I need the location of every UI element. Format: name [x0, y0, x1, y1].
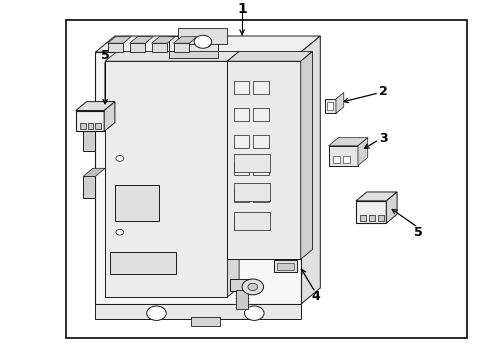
Polygon shape — [76, 102, 115, 111]
Polygon shape — [355, 192, 396, 201]
Bar — [377, 215, 383, 221]
Bar — [253, 189, 268, 202]
Circle shape — [116, 156, 123, 161]
Polygon shape — [83, 122, 105, 130]
Polygon shape — [300, 51, 312, 259]
Bar — [105, 61, 227, 297]
Bar — [233, 162, 249, 175]
Text: 5: 5 — [413, 226, 422, 239]
Polygon shape — [83, 176, 95, 198]
Bar — [253, 162, 268, 175]
Bar — [253, 108, 268, 121]
Bar — [325, 99, 335, 113]
Polygon shape — [335, 93, 343, 113]
Bar — [253, 81, 268, 94]
Bar — [368, 215, 374, 221]
Circle shape — [194, 35, 211, 48]
Polygon shape — [178, 28, 227, 44]
Bar — [190, 317, 220, 326]
Bar — [333, 156, 340, 163]
Polygon shape — [151, 37, 175, 43]
Bar — [233, 189, 249, 202]
Bar — [227, 61, 300, 259]
Bar — [273, 260, 297, 272]
Bar — [236, 290, 248, 309]
Circle shape — [242, 279, 263, 295]
Text: 4: 4 — [310, 291, 319, 303]
Bar — [110, 252, 176, 274]
Bar — [80, 123, 85, 129]
Polygon shape — [300, 36, 320, 304]
Polygon shape — [83, 130, 95, 151]
Polygon shape — [95, 304, 300, 319]
Bar — [253, 216, 268, 229]
Polygon shape — [95, 36, 320, 52]
Polygon shape — [357, 138, 367, 166]
Bar — [359, 215, 366, 221]
Bar — [233, 108, 249, 121]
Bar — [87, 123, 93, 129]
Circle shape — [244, 306, 264, 320]
Polygon shape — [386, 192, 396, 223]
Circle shape — [116, 229, 123, 235]
Bar — [276, 263, 293, 270]
Text: 1: 1 — [237, 2, 246, 16]
Bar — [115, 185, 159, 221]
Bar — [229, 279, 254, 291]
Bar — [233, 135, 249, 148]
Polygon shape — [173, 37, 197, 43]
Text: 2: 2 — [379, 85, 387, 98]
Circle shape — [146, 306, 166, 320]
Bar — [233, 183, 270, 201]
Polygon shape — [227, 51, 312, 61]
Bar — [151, 43, 167, 52]
Text: 3: 3 — [379, 132, 387, 145]
Polygon shape — [107, 37, 131, 43]
Text: 5: 5 — [101, 49, 109, 62]
Polygon shape — [129, 37, 153, 43]
Polygon shape — [104, 102, 115, 131]
Bar — [66, 20, 466, 338]
Bar — [343, 156, 349, 163]
Bar — [95, 123, 101, 129]
Bar — [95, 52, 300, 304]
Polygon shape — [227, 51, 239, 297]
Bar — [233, 212, 270, 230]
Bar — [233, 216, 249, 229]
Bar — [173, 43, 189, 52]
Bar — [168, 51, 217, 58]
Polygon shape — [83, 168, 105, 176]
Polygon shape — [328, 138, 367, 146]
Bar — [168, 36, 217, 52]
Bar — [253, 135, 268, 148]
Polygon shape — [105, 51, 239, 61]
Bar — [129, 43, 145, 52]
Bar — [76, 111, 104, 131]
Bar — [355, 201, 386, 223]
Bar — [326, 102, 333, 110]
Bar — [328, 146, 357, 166]
Bar — [107, 43, 123, 52]
Bar — [233, 154, 270, 172]
Bar — [233, 81, 249, 94]
Circle shape — [247, 283, 257, 291]
